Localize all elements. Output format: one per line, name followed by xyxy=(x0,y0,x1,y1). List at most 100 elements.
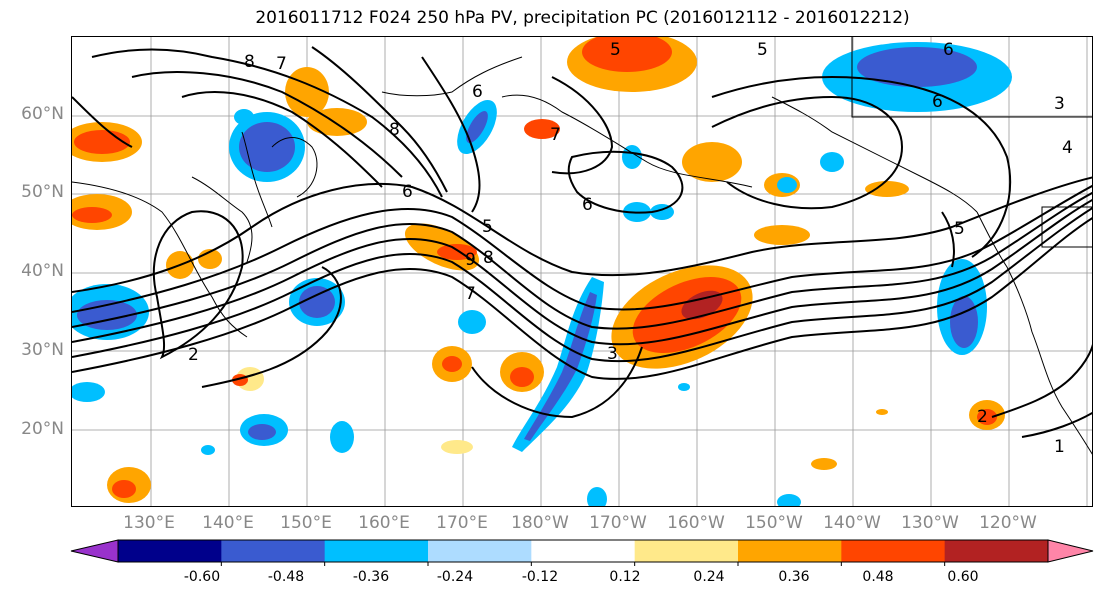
precip-blob xyxy=(441,440,473,454)
lon-label: 120°W xyxy=(979,513,1037,533)
lon-label: 130°W xyxy=(901,513,959,533)
contour-label: 4 xyxy=(1062,138,1073,158)
lon-label: 180°W xyxy=(511,513,569,533)
lat-label: 40°N xyxy=(21,261,64,281)
precip-blob xyxy=(466,111,488,143)
colorbar-tick-label: 0.36 xyxy=(778,569,810,585)
precip-blob xyxy=(72,207,112,223)
lat-label: 30°N xyxy=(21,340,64,360)
precip-blob xyxy=(622,145,642,169)
precip-blob xyxy=(239,122,295,172)
contour-label: 1 xyxy=(1054,437,1065,457)
precip-blob xyxy=(201,445,215,455)
pv-contours xyxy=(72,46,1092,438)
contour-label: 2 xyxy=(188,345,199,365)
precip-blob xyxy=(754,225,810,245)
precip-blob xyxy=(777,177,797,193)
lat-label: 60°N xyxy=(21,104,64,124)
lon-label: 170°E xyxy=(436,513,488,533)
contour-label: 3 xyxy=(607,344,618,364)
precip-blob xyxy=(682,142,742,182)
precip-blob xyxy=(299,286,335,318)
colorbar-cell xyxy=(634,540,739,562)
lon-label: 170°W xyxy=(589,513,647,533)
colorbar-tick-label: -0.12 xyxy=(521,569,559,585)
colorbar-tick-label: -0.36 xyxy=(352,569,390,585)
lon-label: 160°W xyxy=(667,513,725,533)
precip-blob xyxy=(587,487,607,506)
colorbar-tick-label: 0.48 xyxy=(862,569,894,585)
precip-blob xyxy=(458,310,486,334)
colorbar-cell xyxy=(944,540,1049,562)
colorbar-cell xyxy=(221,540,326,562)
precip-blob xyxy=(524,119,560,139)
colorbar-tick-label: 0.60 xyxy=(947,569,979,585)
colorbar-cell xyxy=(841,540,946,562)
precip-blob xyxy=(977,409,997,425)
precip-blob xyxy=(72,382,105,402)
colorbar-extend-high xyxy=(1047,539,1094,563)
contour-label: 6 xyxy=(582,195,593,215)
precip-blob xyxy=(442,356,462,372)
precip-blob xyxy=(248,424,276,440)
colorbar-cell xyxy=(428,540,532,562)
precip-blob xyxy=(330,421,354,453)
precip-blob xyxy=(777,494,801,506)
contour-label: 5 xyxy=(954,219,965,239)
colorbar-cells xyxy=(70,539,1094,566)
contour-label: 8 xyxy=(483,248,494,268)
contour-label: 5 xyxy=(610,40,621,60)
precip-blob xyxy=(285,67,329,117)
contour-label: 8 xyxy=(244,52,255,72)
contour-label: 7 xyxy=(550,125,561,145)
contour-label: 5 xyxy=(482,217,493,237)
precip-blob xyxy=(524,292,597,441)
colorbar-cell xyxy=(738,540,842,562)
contour-label: 6 xyxy=(943,40,954,60)
precip-blob xyxy=(112,480,136,498)
colorbar-extend-low xyxy=(70,539,119,563)
lon-label: 150°W xyxy=(745,513,803,533)
precip-blob xyxy=(950,296,978,348)
contour-label: 8 xyxy=(389,120,400,140)
map-title: 2016011712 F024 250 hPa PV, precipitatio… xyxy=(255,8,910,28)
colorbar-tick-label: 0.12 xyxy=(609,569,641,585)
lon-label: 150°E xyxy=(280,513,332,533)
precip-blob xyxy=(582,37,672,72)
colorbar-tick-label: 0.24 xyxy=(693,569,725,585)
colorbar-cell xyxy=(324,540,429,562)
colorbar-outline xyxy=(117,539,1049,563)
contour-label: 5 xyxy=(757,40,768,60)
contour-label: 3 xyxy=(1054,94,1065,114)
colorbar-cell xyxy=(118,540,222,562)
contour-label: 6 xyxy=(932,92,943,112)
contour-label: 6 xyxy=(402,182,413,202)
precip-blob xyxy=(820,152,844,172)
colorbar-tick-label: -0.24 xyxy=(436,569,474,585)
precip-blob xyxy=(857,47,977,87)
precip-blob xyxy=(307,108,367,136)
precip-blob xyxy=(876,409,888,415)
lon-label: 140°W xyxy=(823,513,881,533)
lat-label: 20°N xyxy=(21,419,64,439)
colorbar-tick-label: -0.60 xyxy=(183,569,221,585)
precip-blob xyxy=(234,109,254,125)
contour-label: 9 xyxy=(465,250,476,270)
contour-label: 7 xyxy=(465,284,476,304)
precip-blob xyxy=(811,458,837,470)
contour-label: 7 xyxy=(276,54,287,74)
lon-label: 130°E xyxy=(123,513,175,533)
coastlines xyxy=(72,37,1092,455)
lon-label: 160°E xyxy=(358,513,410,533)
colorbar-cell xyxy=(531,540,636,562)
contour-label: 6 xyxy=(472,82,483,102)
lon-label: 140°E xyxy=(202,513,254,533)
colorbar-tick-label: -0.48 xyxy=(267,569,305,585)
lat-label: 50°N xyxy=(21,182,64,202)
precip-blob xyxy=(865,181,909,197)
precip-blob xyxy=(510,367,534,387)
precip-blob xyxy=(678,383,690,391)
